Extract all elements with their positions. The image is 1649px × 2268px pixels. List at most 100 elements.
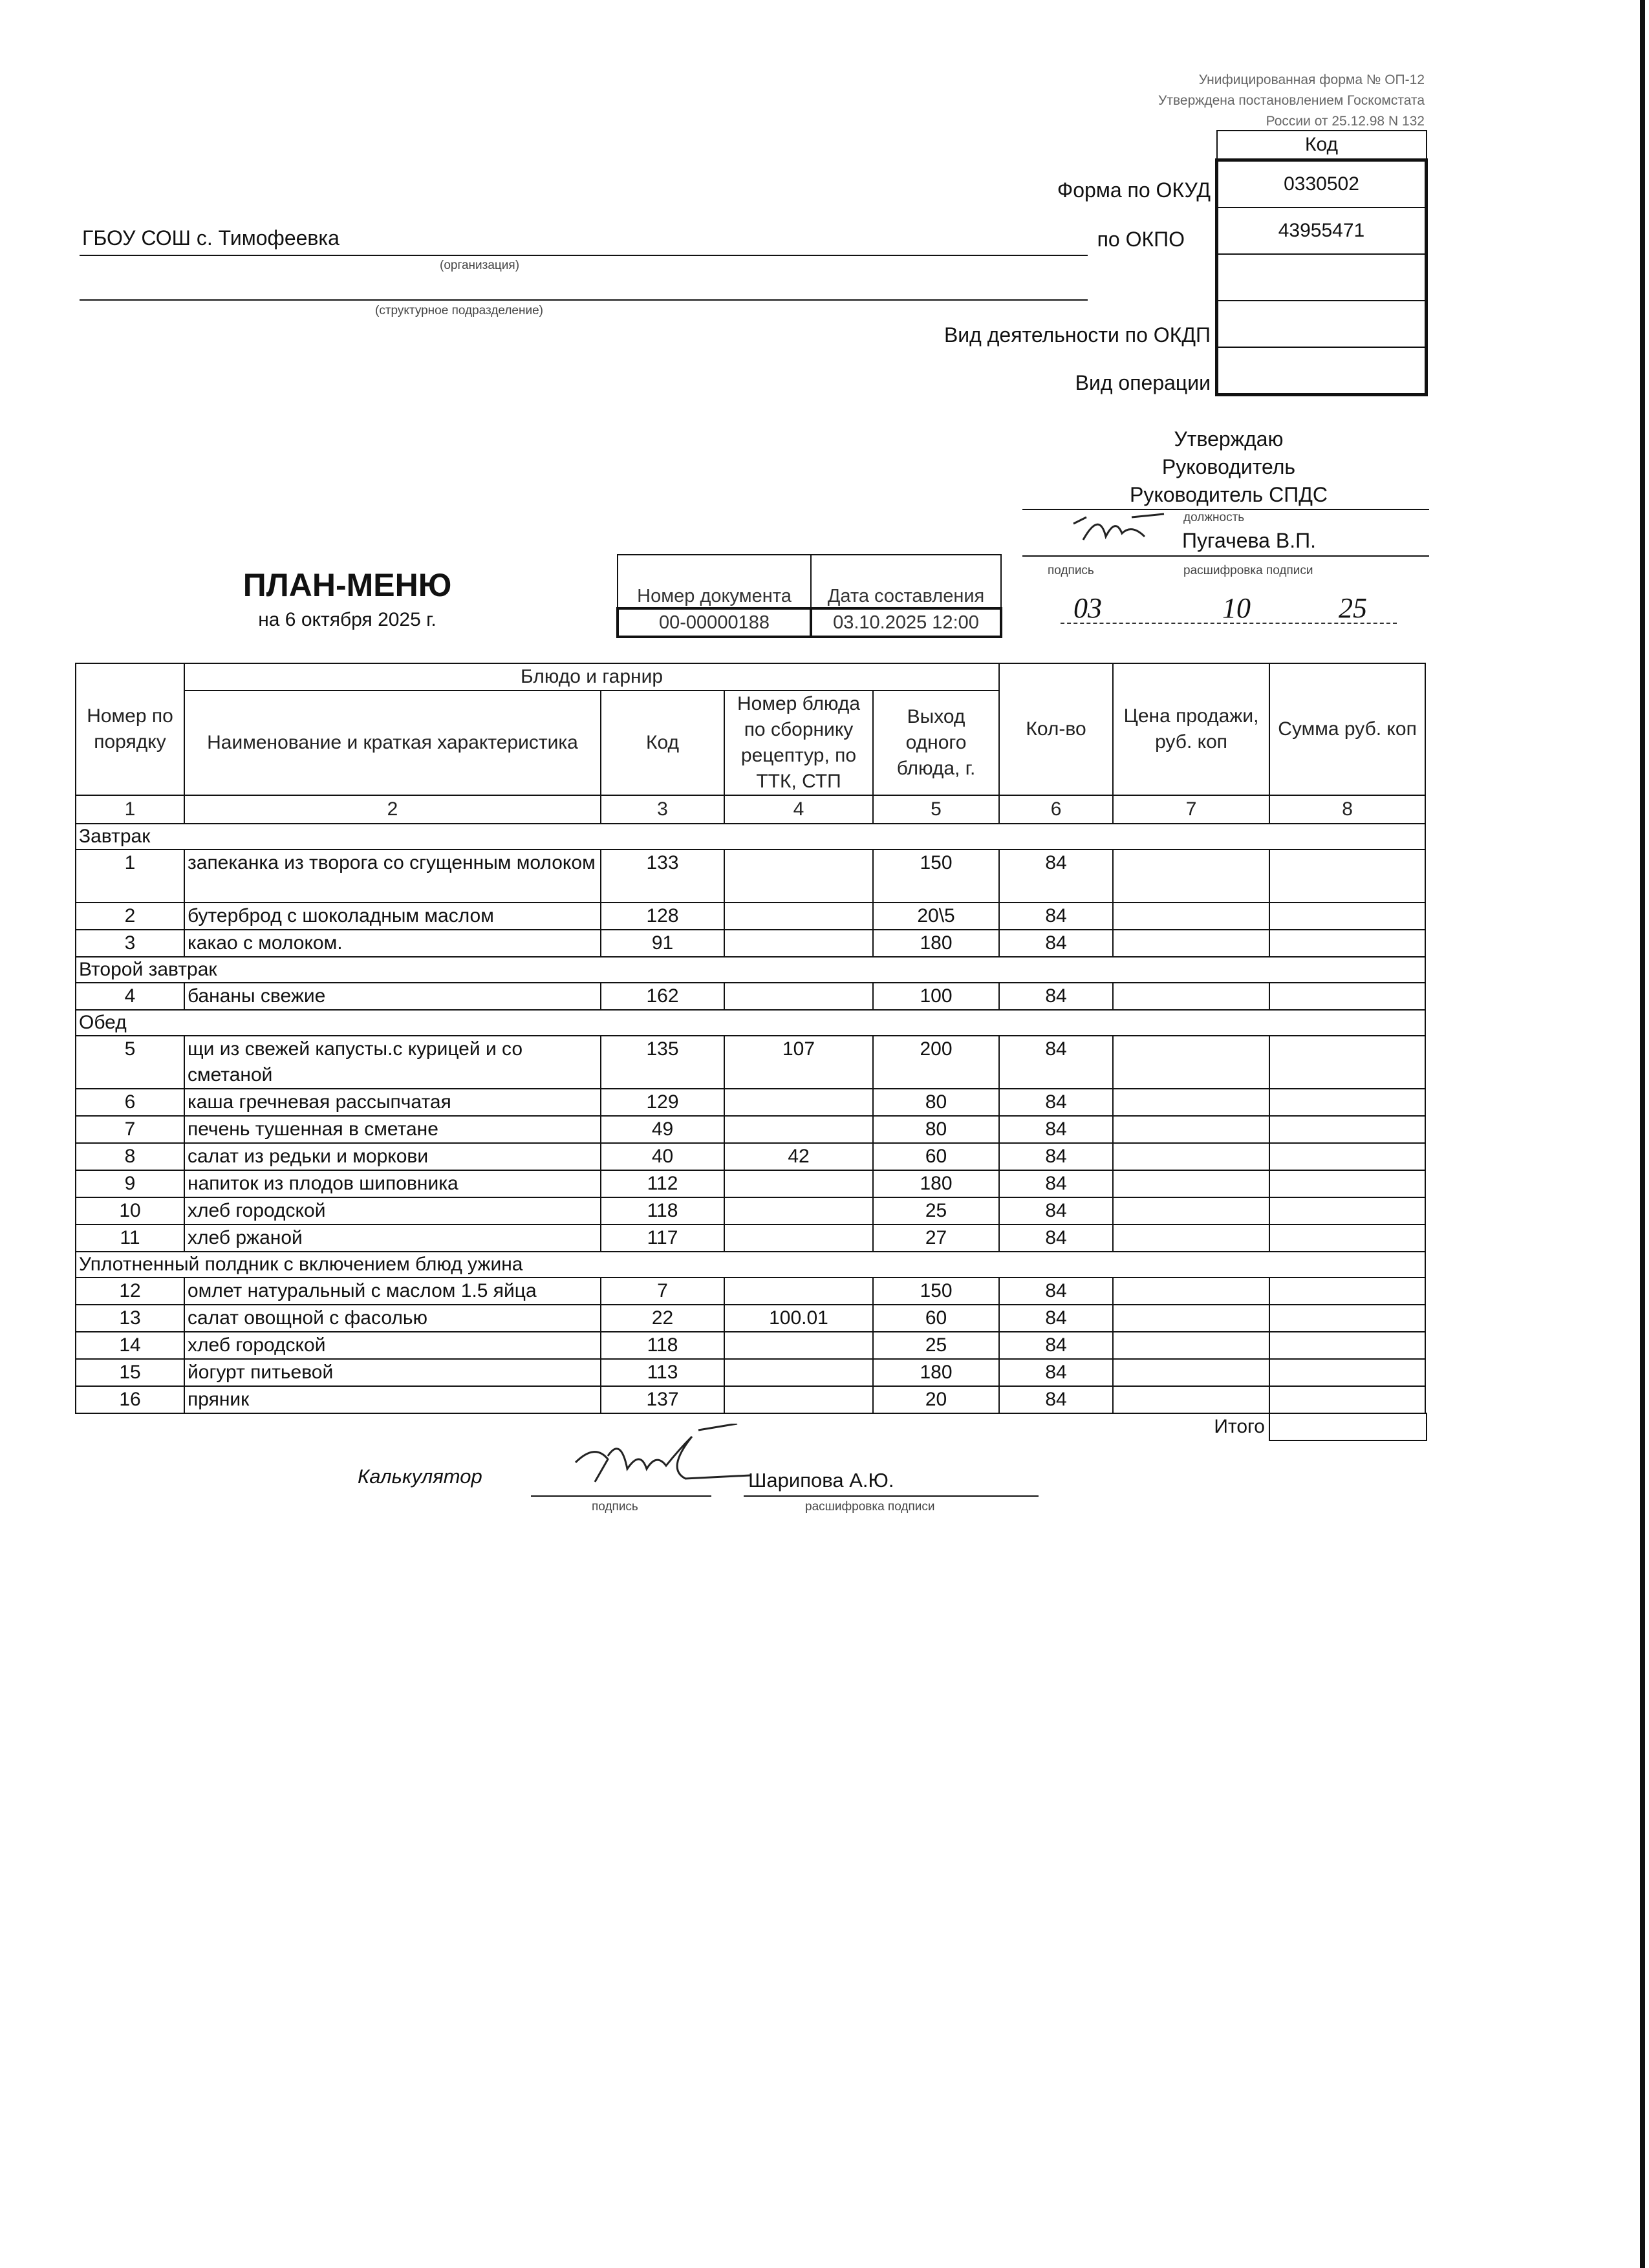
cell-price bbox=[1112, 1197, 1271, 1225]
approver-name: Пугачева В.П. bbox=[1182, 529, 1316, 552]
cell-price bbox=[1112, 1035, 1271, 1089]
cell-code: 117 bbox=[600, 1224, 725, 1252]
section-row: Уплотненный полдник с включением блюд уж… bbox=[74, 1251, 1427, 1278]
empty-code bbox=[1215, 253, 1428, 301]
cell-yield: 20\5 bbox=[872, 902, 1000, 930]
cell-sum bbox=[1269, 1115, 1427, 1144]
cell-sum bbox=[1269, 1277, 1427, 1305]
cell-yield: 25 bbox=[872, 1331, 1000, 1360]
cell-n: 15 bbox=[75, 1358, 185, 1387]
cell-sum bbox=[1269, 1224, 1427, 1252]
column-number: 4 bbox=[724, 795, 874, 824]
cell-price bbox=[1112, 902, 1271, 930]
cell-name: хлеб ржаной bbox=[184, 1224, 601, 1252]
table-row: 11 хлеб ржаной 117 27 84 bbox=[75, 1224, 1427, 1252]
section-title: Завтрак bbox=[74, 823, 1427, 850]
cell-qty: 84 bbox=[998, 982, 1114, 1011]
total-label: Итого bbox=[1214, 1416, 1265, 1437]
footer-signature-caption: подпись bbox=[592, 1500, 638, 1514]
section-title: Уплотненный полдник с включением блюд уж… bbox=[74, 1251, 1427, 1278]
cell-yield: 180 bbox=[872, 1170, 1000, 1198]
table-row: 4 бананы свежие 162 100 84 bbox=[75, 982, 1427, 1011]
cell-name: щи из свежей капусты.с курицей и со смет… bbox=[184, 1035, 601, 1089]
cell-sum bbox=[1269, 1358, 1427, 1387]
cell-recipe bbox=[724, 1170, 874, 1198]
okpo-label: по ОКПО bbox=[1097, 228, 1185, 251]
cell-name: йогурт питьевой bbox=[184, 1358, 601, 1387]
table-row: 16 пряник 137 20 84 bbox=[75, 1385, 1427, 1414]
cell-recipe bbox=[724, 1277, 874, 1305]
header-recipe: Номер блюда по сборнику рецептур, по ТТК… bbox=[724, 690, 874, 796]
cell-code: 128 bbox=[600, 902, 725, 930]
table-row: 13 салат овощной с фасолью 22 100.01 60 84 bbox=[75, 1304, 1427, 1332]
approve-text: Утверждаю bbox=[1174, 427, 1284, 451]
form-header: Унифицированная форма № ОП-12 Утверждена… bbox=[1158, 70, 1425, 132]
cell-code: 7 bbox=[600, 1277, 725, 1305]
subdivision-line bbox=[80, 299, 1088, 301]
form-header-line1: Унифицированная форма № ОП-12 bbox=[1198, 72, 1425, 87]
header-yield: Выход одного блюда, г. bbox=[872, 690, 1000, 796]
doc-date-label: Дата составления bbox=[810, 554, 1002, 609]
cell-code: 49 bbox=[600, 1115, 725, 1144]
cell-name: какао с молоком. bbox=[184, 929, 601, 957]
table-row: 14 хлеб городской 118 25 84 bbox=[75, 1331, 1427, 1360]
cell-name: напиток из плодов шиповника bbox=[184, 1170, 601, 1198]
table-row: 6 каша гречневая рассыпчатая 129 80 84 bbox=[75, 1088, 1427, 1117]
cell-recipe: 42 bbox=[724, 1142, 874, 1171]
footer-decode-caption: расшифровка подписи bbox=[805, 1500, 935, 1514]
approval-title: Руководитель bbox=[1161, 455, 1296, 478]
cell-code: 40 bbox=[600, 1142, 725, 1171]
header-name: Наименование и краткая характеристика bbox=[184, 690, 601, 796]
cell-n: 5 bbox=[75, 1035, 185, 1089]
cell-price bbox=[1112, 1170, 1271, 1198]
organization-caption: (организация) bbox=[440, 259, 520, 272]
okud-label: Форма по ОКУД bbox=[1057, 178, 1211, 202]
cell-sum bbox=[1269, 1142, 1427, 1171]
section-row: Завтрак bbox=[74, 823, 1427, 850]
cell-n: 10 bbox=[75, 1197, 185, 1225]
cell-qty: 84 bbox=[998, 1088, 1114, 1117]
cell-n: 12 bbox=[75, 1277, 185, 1305]
approval-date-day: 03 bbox=[1073, 592, 1102, 624]
cell-n: 6 bbox=[75, 1088, 185, 1117]
cell-sum bbox=[1269, 1197, 1427, 1225]
cell-price bbox=[1112, 929, 1271, 957]
cell-code: 135 bbox=[600, 1035, 725, 1089]
cell-yield: 25 bbox=[872, 1197, 1000, 1225]
document-table: Номер документа Дата составления 00-0000… bbox=[616, 554, 1002, 638]
cell-n: 4 bbox=[75, 982, 185, 1011]
table-row: 9 напиток из плодов шиповника 112 180 84 bbox=[75, 1170, 1427, 1198]
cell-code: 118 bbox=[600, 1331, 725, 1360]
codes-table: Код 0330502 43955471 bbox=[1215, 130, 1428, 396]
section-row: Обед bbox=[74, 1009, 1427, 1036]
cell-sum bbox=[1269, 929, 1427, 957]
cell-price bbox=[1112, 849, 1271, 903]
cell-qty: 84 bbox=[998, 1035, 1114, 1089]
header-code: Код bbox=[600, 690, 725, 796]
cell-qty: 84 bbox=[998, 1304, 1114, 1332]
cell-n: 13 bbox=[75, 1304, 185, 1332]
column-number: 7 bbox=[1112, 795, 1271, 824]
cell-recipe bbox=[724, 849, 874, 903]
cell-qty: 84 bbox=[998, 1142, 1114, 1171]
cell-name: пряник bbox=[184, 1385, 601, 1414]
cell-n: 14 bbox=[75, 1331, 185, 1360]
cell-code: 162 bbox=[600, 982, 725, 1011]
cell-qty: 84 bbox=[998, 902, 1114, 930]
form-header-line3: России от 25.12.98 N 132 bbox=[1266, 114, 1425, 129]
table-row: 1 запеканка из творога со сгущенным молок… bbox=[75, 849, 1427, 903]
okdp-label: Вид деятельности по ОКДП bbox=[943, 323, 1211, 347]
cell-name: салат овощной с фасолью bbox=[184, 1304, 601, 1332]
cell-name: хлеб городской bbox=[184, 1197, 601, 1225]
header-price: Цена продажи, руб. коп bbox=[1112, 663, 1271, 796]
cell-yield: 180 bbox=[872, 1358, 1000, 1387]
cell-price bbox=[1112, 1088, 1271, 1117]
scan-edge bbox=[1640, 0, 1645, 2268]
cell-price bbox=[1112, 1331, 1271, 1360]
table-row: 2 бутерброд с шоколадным маслом 128 20\5 84 bbox=[75, 902, 1427, 930]
cell-code: 113 bbox=[600, 1358, 725, 1387]
cell-yield: 150 bbox=[872, 849, 1000, 903]
approval-date-year: 25 bbox=[1339, 592, 1367, 624]
cell-price bbox=[1112, 1358, 1271, 1387]
header-num: Номер по порядку bbox=[75, 663, 185, 796]
